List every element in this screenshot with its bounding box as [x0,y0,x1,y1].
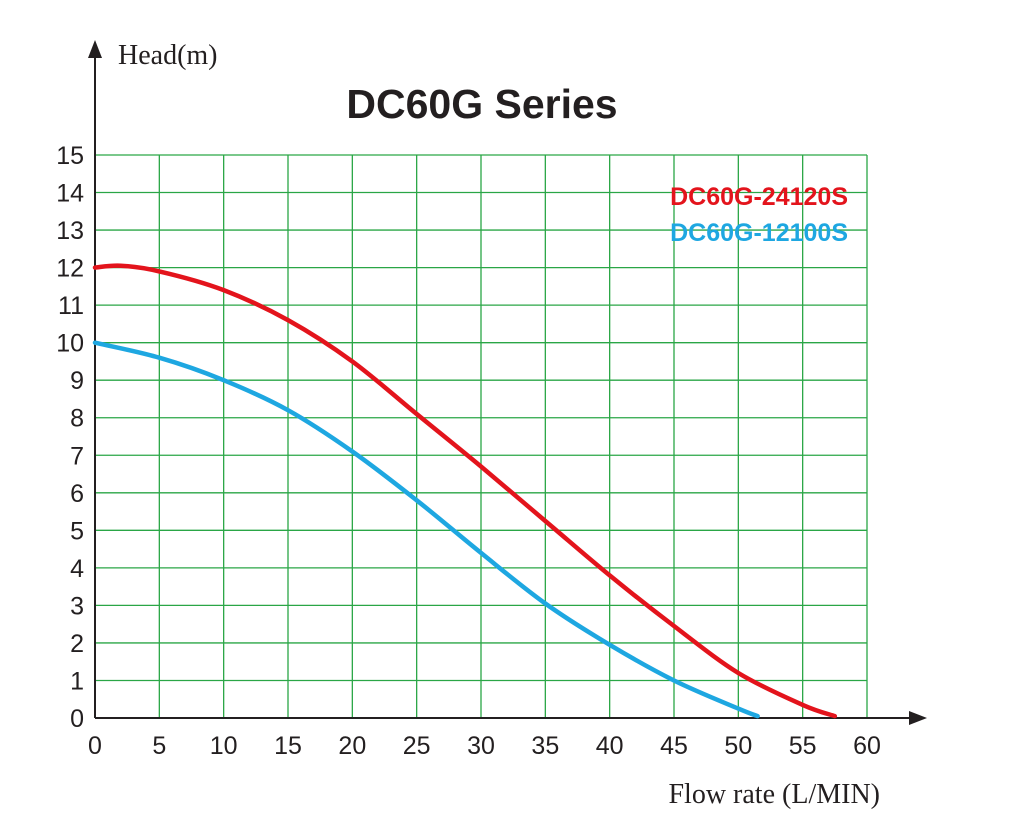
legend-entry: DC60G-24120S [670,183,848,211]
y-tick-label: 12 [56,255,84,283]
x-tick-label: 5 [152,732,166,760]
x-tick-label: 30 [467,732,495,760]
x-tick-label: 35 [531,732,559,760]
x-tick-label: 60 [853,732,881,760]
legend: DC60G-24120S DC60G-12100S [670,183,848,247]
x-tick-label: 55 [789,732,817,760]
y-tick-label: 6 [70,480,84,508]
y-tick-label: 11 [58,292,84,320]
y-tick-label: 5 [70,517,84,545]
y-tick-label: 0 [70,705,84,733]
x-tick-label: 20 [338,732,366,760]
series-line-dc60g-12100s [92,340,760,719]
y-tick-label: 14 [56,180,84,208]
y-tick-label: 13 [56,217,84,245]
axes [88,40,927,725]
y-tick-label: 4 [70,555,84,583]
x-axis-arrow-icon [909,711,927,725]
y-tick-label: 9 [70,367,84,395]
y-axis-label: Head(m) [118,40,218,71]
y-tick-label: 7 [70,442,84,470]
x-tick-label: 25 [403,732,431,760]
x-tick-label: 10 [210,732,238,760]
y-tick-label: 1 [70,667,84,695]
x-tick-label: 0 [88,732,102,760]
legend-entry: DC60G-12100S [670,219,848,247]
x-tick-label: 15 [274,732,302,760]
x-axis-label: Flow rate (L/MIN) [668,779,880,810]
y-tick-label: 2 [70,630,84,658]
y-tick-label: 3 [70,592,84,620]
grid [95,154,868,718]
y-tick-label: 15 [56,142,84,170]
series [92,263,838,719]
chart-title: DC60G Series [346,81,617,127]
x-ticks: 0 5 10 15 20 25 30 35 40 45 50 55 60 [88,732,881,760]
x-tick-label: 50 [724,732,752,760]
y-tick-label: 8 [70,405,84,433]
y-axis-arrow-icon [88,40,102,58]
x-tick-label: 45 [660,732,688,760]
series-line-dc60g-24120s [92,263,838,719]
x-tick-label: 40 [596,732,624,760]
y-tick-label: 10 [56,330,84,358]
